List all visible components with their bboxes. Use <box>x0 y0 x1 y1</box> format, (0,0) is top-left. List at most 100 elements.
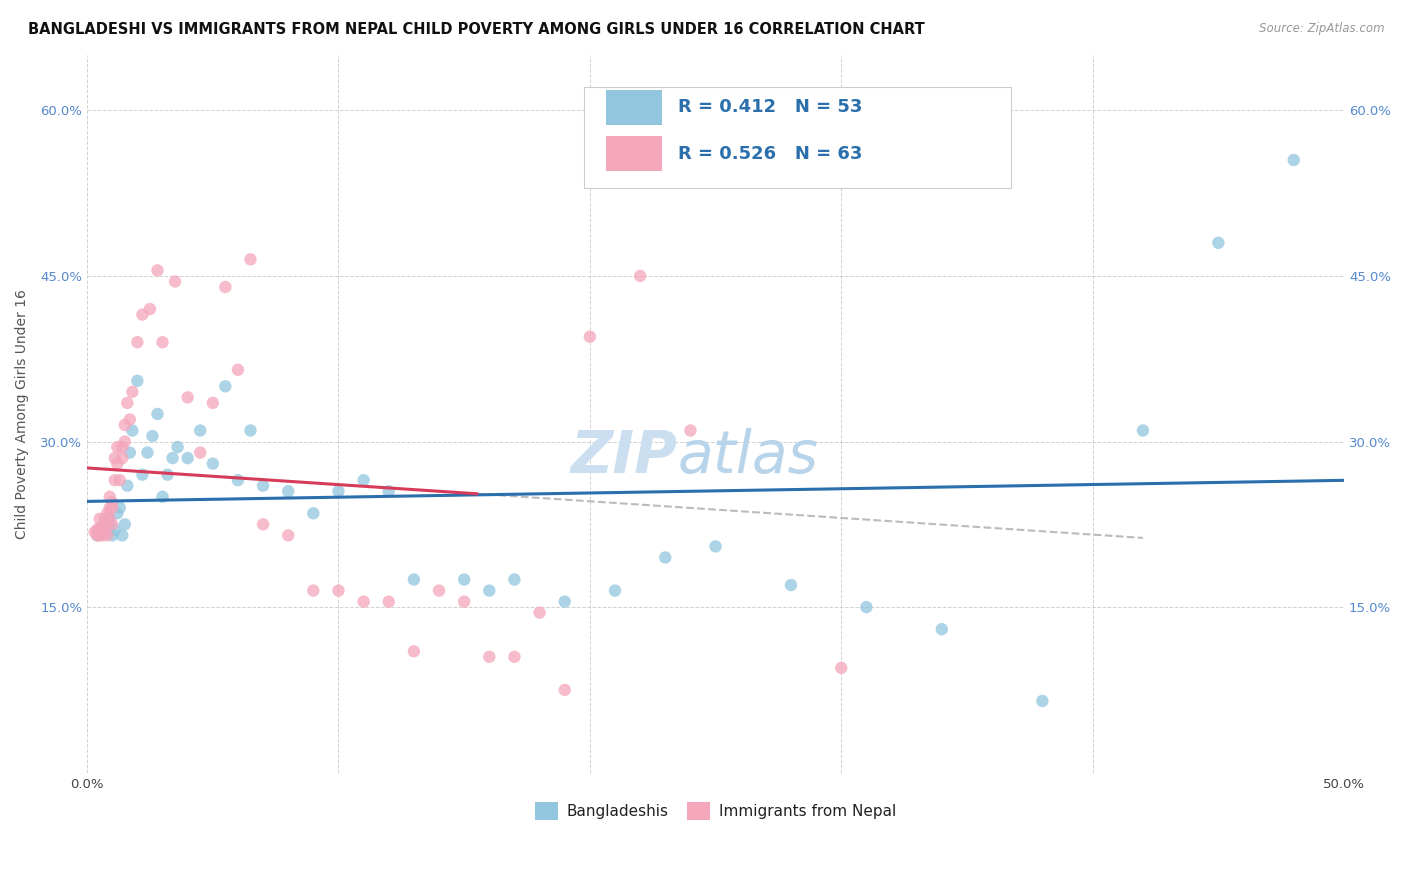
Point <box>214 280 236 294</box>
Text: R = 0.526   N = 63: R = 0.526 N = 63 <box>678 145 862 163</box>
Point <box>252 517 274 532</box>
Point <box>579 329 602 343</box>
Point <box>830 661 852 675</box>
Point <box>131 308 153 322</box>
Point <box>121 424 143 438</box>
Point <box>83 524 105 539</box>
Point <box>89 512 111 526</box>
FancyBboxPatch shape <box>606 136 661 171</box>
Point <box>201 396 224 410</box>
Point <box>118 412 141 426</box>
Point <box>1208 235 1230 250</box>
Point <box>89 523 111 537</box>
Point <box>156 467 179 482</box>
Point <box>188 445 211 459</box>
Point <box>628 268 651 283</box>
Point <box>96 506 118 520</box>
Point <box>101 500 124 515</box>
Point <box>114 517 136 532</box>
Point <box>755 153 778 167</box>
Point <box>353 473 375 487</box>
Text: atlas: atlas <box>678 428 818 485</box>
Point <box>239 424 262 438</box>
Point <box>214 379 236 393</box>
Point <box>855 600 877 615</box>
Point <box>91 523 114 537</box>
Point <box>96 517 118 532</box>
Point <box>136 445 159 459</box>
Point <box>166 440 188 454</box>
Point <box>146 407 169 421</box>
Point <box>98 512 121 526</box>
Point <box>704 540 727 554</box>
Point <box>91 521 114 535</box>
Point <box>104 451 127 466</box>
Point <box>603 583 626 598</box>
Point <box>239 252 262 267</box>
Point <box>529 606 551 620</box>
Point <box>780 578 803 592</box>
Point <box>478 583 501 598</box>
Point <box>96 528 118 542</box>
Point <box>165 275 187 289</box>
Point <box>353 594 375 608</box>
Text: ZIP: ZIP <box>571 428 678 485</box>
Point <box>453 573 475 587</box>
FancyBboxPatch shape <box>606 89 661 125</box>
Point <box>93 524 115 539</box>
Text: R = 0.412   N = 53: R = 0.412 N = 53 <box>678 98 862 116</box>
Point <box>117 479 139 493</box>
Point <box>91 528 114 542</box>
Point <box>121 384 143 399</box>
Point <box>98 490 121 504</box>
Point <box>141 429 163 443</box>
Point <box>101 528 124 542</box>
Point <box>127 335 149 350</box>
Point <box>101 495 124 509</box>
Point <box>98 500 121 515</box>
Y-axis label: Child Poverty Among Girls Under 16: Child Poverty Among Girls Under 16 <box>15 289 30 539</box>
Point <box>105 506 128 520</box>
Point <box>104 473 127 487</box>
Point <box>679 424 702 438</box>
Point <box>131 467 153 482</box>
Point <box>118 445 141 459</box>
Point <box>302 583 325 598</box>
Point <box>931 622 953 636</box>
Point <box>302 506 325 520</box>
Point <box>127 374 149 388</box>
Point <box>453 594 475 608</box>
Point <box>554 682 576 697</box>
Point <box>86 523 108 537</box>
Point <box>201 457 224 471</box>
Text: Source: ZipAtlas.com: Source: ZipAtlas.com <box>1260 22 1385 36</box>
Point <box>93 517 115 532</box>
Point <box>188 424 211 438</box>
Point <box>96 523 118 537</box>
Point <box>377 484 399 499</box>
Text: BANGLADESHI VS IMMIGRANTS FROM NEPAL CHILD POVERTY AMONG GIRLS UNDER 16 CORRELAT: BANGLADESHI VS IMMIGRANTS FROM NEPAL CHI… <box>28 22 925 37</box>
Point <box>176 451 198 466</box>
Point <box>111 451 134 466</box>
Legend: Bangladeshis, Immigrants from Nepal: Bangladeshis, Immigrants from Nepal <box>529 797 903 826</box>
Point <box>277 528 299 542</box>
Point <box>654 550 676 565</box>
Point <box>252 479 274 493</box>
Point <box>93 512 115 526</box>
Point <box>162 451 184 466</box>
Point <box>111 440 134 454</box>
Point <box>86 528 108 542</box>
Point <box>1031 694 1053 708</box>
Point <box>554 594 576 608</box>
Point <box>114 434 136 449</box>
Point <box>105 457 128 471</box>
Point <box>139 301 162 316</box>
Point <box>93 517 115 532</box>
Point <box>427 583 450 598</box>
Point <box>328 484 350 499</box>
Point <box>108 473 131 487</box>
Point <box>114 417 136 432</box>
Point <box>226 363 249 377</box>
Point <box>101 517 124 532</box>
Point <box>146 263 169 277</box>
